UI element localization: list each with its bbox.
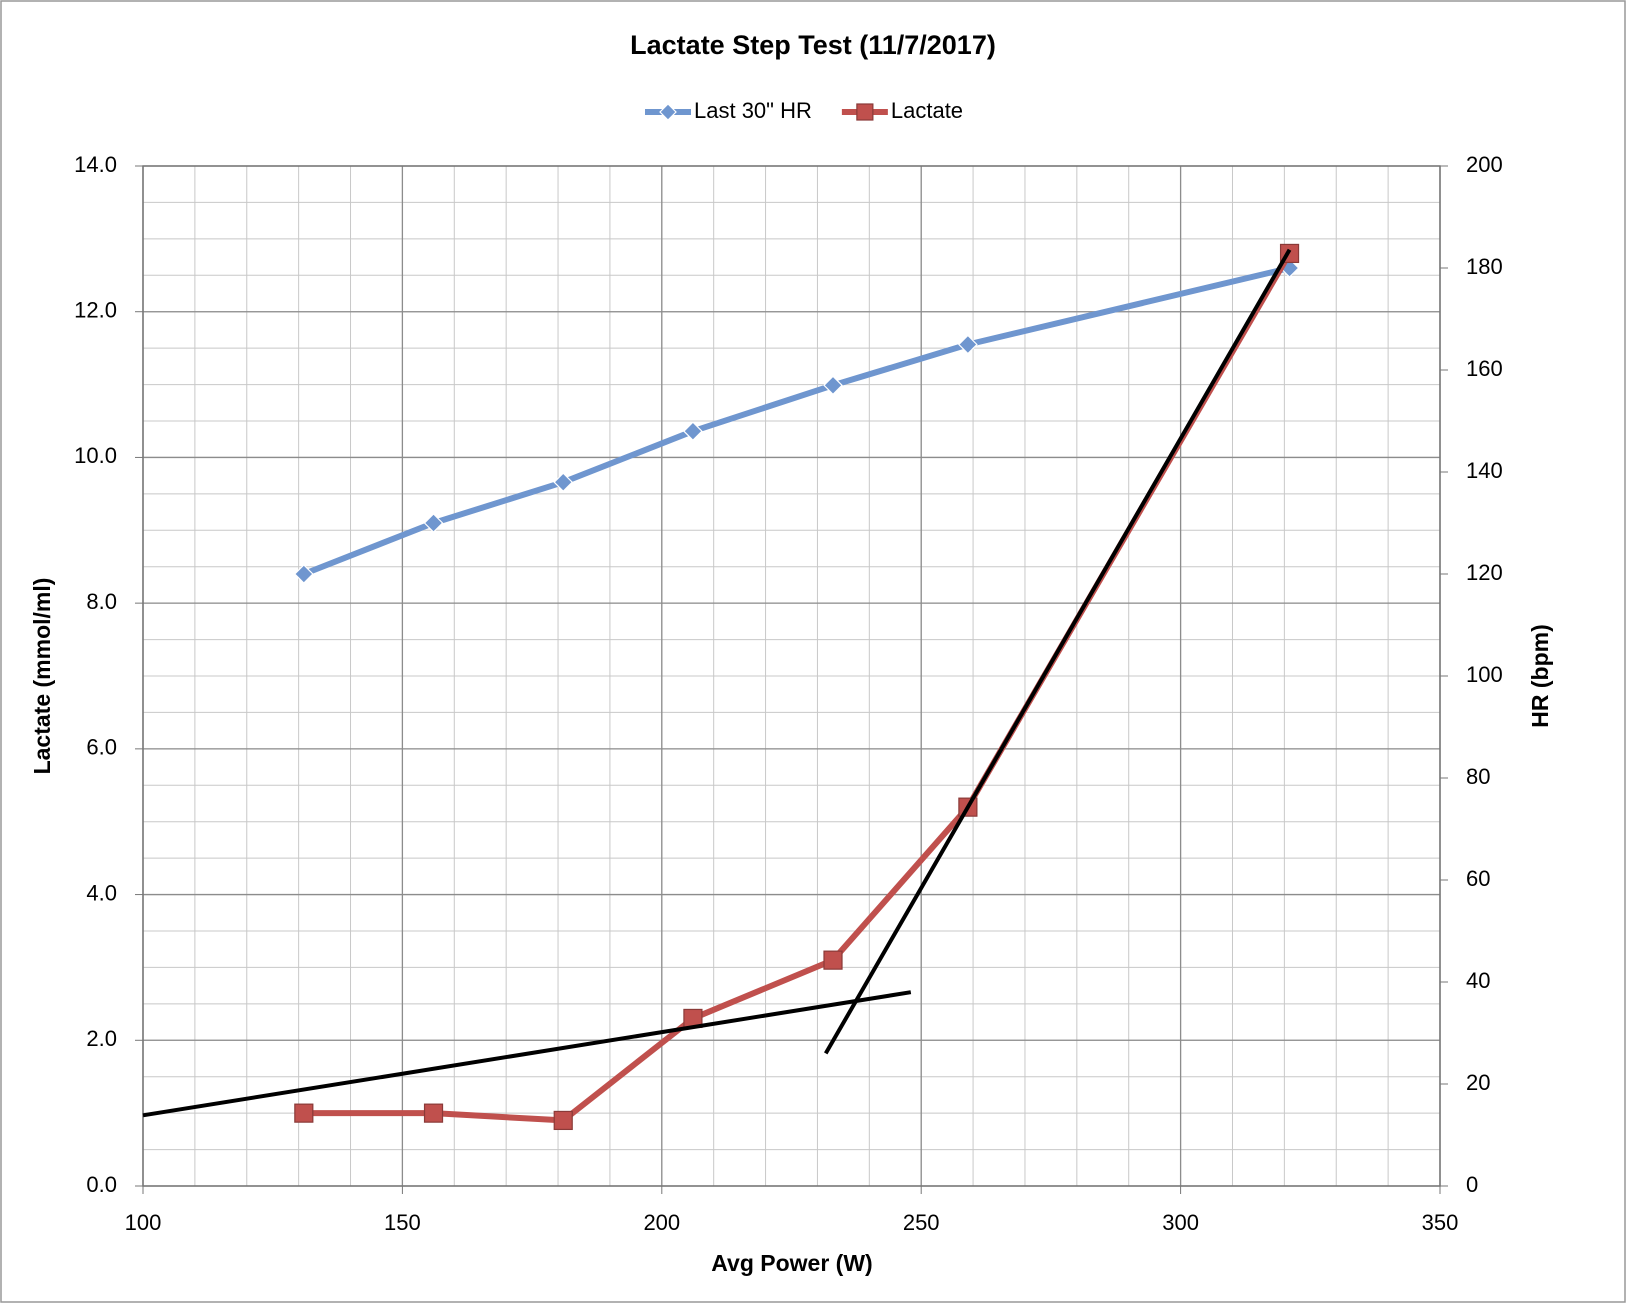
y2-tick-label: 120 xyxy=(1466,560,1503,585)
y-tick-label: 6.0 xyxy=(86,735,117,760)
legend-marker xyxy=(856,103,874,121)
y2-tick-label: 20 xyxy=(1466,1070,1490,1095)
y-tick-label: 8.0 xyxy=(86,589,117,614)
y2-axis-title: HR (bpm) xyxy=(1527,624,1553,727)
y-tick-label: 12.0 xyxy=(74,298,117,323)
trend-line xyxy=(824,248,1292,1055)
y-tick-label: 2.0 xyxy=(86,1026,117,1051)
data-point xyxy=(958,334,978,355)
legend-marker xyxy=(659,103,677,121)
y-tick-label: 4.0 xyxy=(86,880,117,905)
y-tick-label: 0.0 xyxy=(86,1172,117,1197)
data-point xyxy=(683,421,703,442)
data-point xyxy=(293,564,314,584)
x-tick-label: 150 xyxy=(384,1210,421,1235)
y2-tick-label: 60 xyxy=(1466,866,1490,891)
y2-tick-label: 160 xyxy=(1466,356,1503,381)
y2-tick-label: 100 xyxy=(1466,662,1503,687)
x-tick-label: 250 xyxy=(903,1210,940,1235)
y2-tick-label: 40 xyxy=(1466,968,1490,993)
y-axis-title: Lactate (mmol/ml) xyxy=(29,578,55,775)
data-point xyxy=(294,1103,314,1123)
data-point xyxy=(423,513,444,533)
data-point xyxy=(553,472,574,493)
y2-tick-label: 200 xyxy=(1466,152,1503,177)
x-tick-label: 300 xyxy=(1162,1210,1199,1235)
data-point xyxy=(823,950,843,970)
trend-line xyxy=(142,990,912,1118)
x-tick-label: 350 xyxy=(1422,1210,1459,1235)
y2-tick-label: 180 xyxy=(1466,254,1503,279)
data-point xyxy=(553,1110,573,1131)
y2-tick-label: 140 xyxy=(1466,458,1503,483)
y-tick-label: 10.0 xyxy=(74,443,117,468)
data-point xyxy=(823,375,843,396)
legend-label: Last 30" HR xyxy=(694,98,812,123)
y2-tick-label: 80 xyxy=(1466,764,1490,789)
legend-label: Lactate xyxy=(891,98,963,123)
x-tick-label: 200 xyxy=(643,1210,680,1235)
y-tick-label: 14.0 xyxy=(74,152,117,177)
x-tick-label: 100 xyxy=(125,1210,162,1235)
x-axis-title: Avg Power (W) xyxy=(711,1250,872,1276)
y2-tick-label: 0 xyxy=(1466,1172,1478,1197)
chart-title: Lactate Step Test (11/7/2017) xyxy=(630,30,996,60)
data-point xyxy=(423,1103,444,1123)
